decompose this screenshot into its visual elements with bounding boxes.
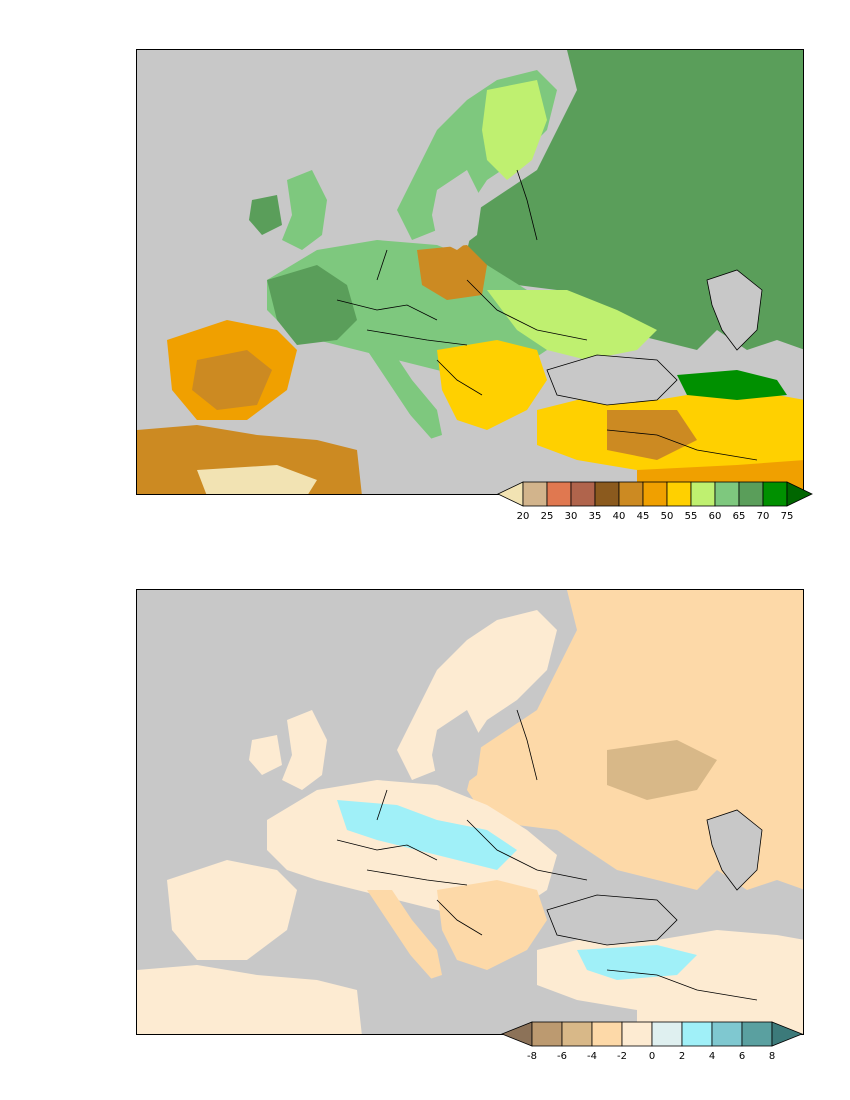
land-russia: [467, 590, 803, 890]
land-turkey-wet: [577, 945, 697, 980]
land-central-europe-wet: [337, 800, 517, 870]
land-iberia: [167, 860, 297, 960]
legend-color-box: [531, 1021, 563, 1047]
land-france: [267, 265, 357, 345]
coastlines: [546, 269, 763, 406]
legend-color-box: [666, 481, 692, 507]
legend-tick-label: 25: [541, 511, 554, 522]
legend-color-box: [762, 481, 788, 507]
legend-tick-label: 55: [685, 511, 698, 522]
legend-color-box: [711, 1021, 743, 1047]
land-ukraine: [487, 290, 657, 360]
land-russia-dry: [607, 740, 717, 800]
bottom-map-panel: [136, 589, 804, 1035]
legend-arrow-low: [500, 1021, 533, 1047]
land-italy: [367, 350, 442, 440]
land-uk: [282, 170, 327, 250]
bottom-color-legend: -8 -6 -4 -2 0 2 4 6 8: [500, 1021, 808, 1064]
bottom-map-canvas: [137, 590, 803, 1034]
top-color-legend: 20 25 30 35 40 45 50 55 60 65 70 75: [497, 481, 814, 524]
legend-color-box: [741, 1021, 773, 1047]
legend-tick-label: 40: [613, 511, 626, 522]
legend-tick-label: 6: [739, 1051, 745, 1062]
country-borders: [336, 169, 758, 461]
top-legend-svg: 20 25 30 35 40 45 50 55 60 65 70 75: [497, 481, 813, 522]
legend-tick-label: 2: [679, 1051, 685, 1062]
legend-color-box: [651, 1021, 683, 1047]
legend-tick-label: 35: [589, 511, 602, 522]
sea-areas: [287, 710, 762, 1010]
legend-color-box: [714, 481, 740, 507]
legend-tick-label: 70: [757, 511, 770, 522]
black-sea: [547, 355, 677, 405]
legend-tick-label: 60: [709, 511, 722, 522]
legend-color-box: [546, 481, 572, 507]
legend-color-box: [591, 1021, 623, 1047]
legend-tick-label: 30: [565, 511, 578, 522]
black-sea: [547, 895, 677, 945]
land-balkans: [437, 880, 547, 970]
top-map-panel: [136, 49, 804, 495]
top-map-canvas: [137, 50, 803, 494]
legend-tick-label: -8: [527, 1051, 537, 1062]
land-ireland: [249, 195, 282, 235]
legend-color-box: [681, 1021, 713, 1047]
caspian-sea: [707, 810, 762, 890]
legend-color-box: [561, 1021, 593, 1047]
legend-tick-label: 45: [637, 511, 650, 522]
baltic-sea: [432, 710, 482, 790]
legend-tick-label: 0: [649, 1051, 655, 1062]
land-russia: [467, 50, 803, 350]
baltic-sea: [432, 170, 482, 250]
legend-tick-label: -2: [617, 1051, 627, 1062]
mediterranean-sea: [287, 380, 557, 470]
legend-tick-label: 65: [733, 511, 746, 522]
legend-arrow-high: [786, 481, 813, 507]
legend-tick-label: -4: [587, 1051, 597, 1062]
land-caucasus: [677, 370, 787, 400]
land-italy: [367, 890, 442, 980]
legend-arrow-high: [771, 1021, 804, 1047]
legend-color-box: [690, 481, 716, 507]
legend-arrow-low: [497, 481, 524, 507]
land-north-africa-pale: [197, 465, 317, 494]
legend-tick-label: -6: [557, 1051, 567, 1062]
caspian-sea: [707, 270, 762, 350]
bottom-legend-svg: -8 -6 -4 -2 0 2 4 6 8: [500, 1021, 804, 1062]
land-uk: [282, 710, 327, 790]
land-north-africa: [137, 965, 362, 1034]
legend-tick-label: 20: [517, 511, 530, 522]
land-ireland: [249, 735, 282, 775]
mediterranean-sea: [287, 920, 557, 1010]
land-poland: [417, 245, 487, 300]
legend-tick-label: 4: [709, 1051, 715, 1062]
legend-color-box: [522, 481, 548, 507]
legend-color-box: [594, 481, 620, 507]
legend-tick-label: 50: [661, 511, 674, 522]
legend-color-box: [570, 481, 596, 507]
sea-areas: [287, 170, 762, 470]
land-balkans: [437, 340, 547, 430]
land-turkey-brown: [607, 410, 697, 460]
land-finland: [482, 80, 547, 180]
legend-color-box: [738, 481, 764, 507]
legend-tick-label: 75: [781, 511, 794, 522]
land-iberia-brown: [192, 350, 272, 410]
legend-color-box: [618, 481, 644, 507]
legend-color-box: [642, 481, 668, 507]
country-borders: [336, 709, 758, 1001]
coastlines: [546, 809, 763, 946]
legend-tick-label: 8: [769, 1051, 775, 1062]
land-areas: [137, 590, 803, 1034]
legend-color-box: [621, 1021, 653, 1047]
